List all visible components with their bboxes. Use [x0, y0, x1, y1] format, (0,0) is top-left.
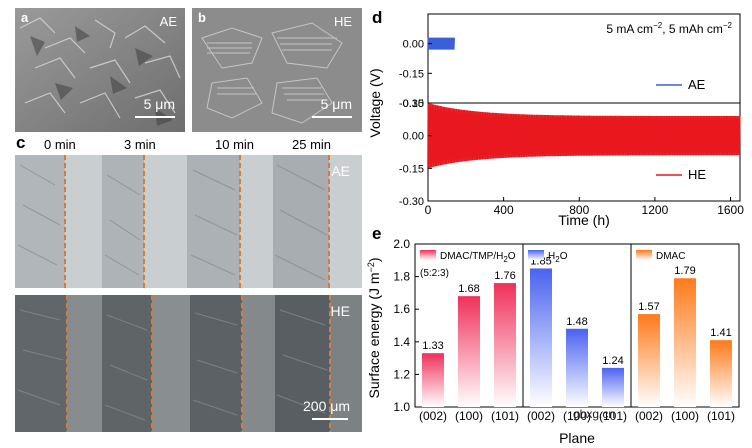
bar-value-label: 1.48	[566, 316, 587, 328]
he-trace-line	[427, 102, 741, 169]
watermark-text: gbxg.cn	[573, 407, 616, 421]
bar-value-label: 1.57	[638, 301, 659, 313]
panel-b-scale-label: 5 μm	[320, 96, 352, 112]
panel-c-tag-he: HE	[330, 303, 350, 319]
panel-letter-c: c	[16, 133, 26, 152]
legend-label: DMAC/TMP/H2O	[440, 251, 516, 264]
sem-image-he: b HE 5 μm	[192, 8, 362, 132]
panel-b-scale-bar	[312, 116, 352, 118]
d-xtick-label: 800	[569, 203, 589, 217]
e-ytick-label: 1.2	[393, 367, 410, 381]
e-category-label: (100)	[455, 409, 483, 423]
d-y-axis-label: Voltage (V)	[367, 68, 383, 137]
surface-energy-chart: 1.33(002)1.68(100)1.76(101)1.85(002)1.48…	[366, 237, 740, 446]
e-category-label: (101)	[491, 409, 519, 423]
d-ytick-label: 0.00	[403, 131, 424, 143]
condition-annotation: 5 mA cm−2, 5 mAh cm−2	[606, 21, 732, 36]
e-category-label: (002)	[419, 409, 447, 423]
time-label-0: 0 min	[44, 137, 76, 152]
e-ytick-label: 2.0	[393, 237, 410, 251]
panel-letter-a: a	[21, 10, 29, 25]
bar-dmac-002	[638, 314, 660, 407]
panel-a-tag: AE	[159, 14, 177, 29]
voltage-chart: 0.00 -0.15 -0.30 0.15 0.00 -0.15 -0.30 0 400 80…	[367, 13, 744, 228]
bar-h2o-002	[530, 268, 552, 407]
bar-value-label: 1.68	[458, 283, 479, 295]
panel-c-scale-bar	[312, 418, 348, 420]
panel-c-scale-label: 200 μm	[303, 398, 350, 414]
bar-value-label: 1.41	[710, 327, 731, 339]
bar-dmac-tmp-h2o-101	[494, 283, 516, 407]
sem-image-ae: a AE 5 μm	[15, 8, 185, 132]
bar-h2o-100	[566, 328, 588, 407]
e-category-label: (101)	[599, 409, 627, 423]
e-category-label: (100)	[563, 409, 591, 423]
e-category-label: (101)	[707, 409, 735, 423]
optical-image-he: HE 200 μm	[15, 295, 362, 432]
optical-image-ae: AE	[15, 155, 362, 288]
d-xtick-label: 400	[494, 203, 514, 217]
bar-value-label: 1.76	[494, 270, 515, 282]
e-ytick-label: 1.8	[393, 270, 410, 284]
time-label-3: 25 min	[292, 137, 332, 152]
d-ytick-label: -0.15	[399, 68, 424, 80]
e-x-axis-label: Plane	[559, 430, 595, 446]
panel-a-scale-bar	[135, 116, 175, 118]
e-category-label: (002)	[527, 409, 555, 423]
legend-label-ae: AE	[688, 77, 706, 92]
panel-c-tag-ae: AE	[331, 163, 350, 179]
e-category-label: (002)	[635, 409, 663, 423]
bar-value-label: 1.33	[422, 340, 443, 352]
d-x-axis-label: Time (h)	[558, 212, 610, 228]
d-ytick-label: -0.30	[399, 98, 424, 110]
legend-label: H2O	[548, 251, 568, 264]
bar-dmac-tmp-h2o-100	[458, 296, 480, 407]
legend-swatch	[528, 250, 544, 260]
e-ytick-label: 1.6	[393, 302, 410, 316]
d-ytick-label: 0.00	[403, 39, 424, 51]
d-ytick-label: -0.15	[399, 163, 424, 175]
d-ytick-label: -0.30	[399, 196, 424, 208]
time-label-2: 10 min	[215, 137, 255, 152]
legend-swatch	[420, 250, 436, 260]
legend-sublabel: (5:2:3)	[420, 268, 449, 279]
e-ytick-label: 1.4	[393, 335, 410, 349]
bar-dmac-tmp-h2o-002	[422, 353, 444, 407]
e-ytick-label: 1.0	[393, 400, 410, 414]
panel-a-scale-label: 5 μm	[143, 96, 175, 112]
ae-trace-line	[427, 37, 455, 50]
e-category-label: (100)	[671, 409, 699, 423]
bar-value-label: 1.79	[674, 265, 695, 277]
panel-b-tag: HE	[333, 14, 352, 29]
ae-voltage-trace	[427, 37, 455, 50]
panel-letter-b: b	[198, 10, 206, 25]
bar-value-label: 1.24	[602, 355, 623, 367]
he-voltage-trace	[427, 102, 741, 169]
panel-letter-e: e	[372, 224, 382, 243]
legend-label: DMAC	[656, 251, 685, 262]
d-ytick-label: 0.15	[403, 98, 424, 110]
d-xtick-label: 1600	[717, 203, 744, 217]
legend-label-he: HE	[688, 167, 706, 182]
bar-dmac-101	[710, 340, 732, 407]
bar-h2o-101	[602, 367, 624, 407]
panel-letter-d: d	[372, 8, 383, 27]
legend-swatch	[636, 250, 652, 260]
time-label-1: 3 min	[124, 137, 156, 152]
d-xtick-label: 1200	[642, 203, 669, 217]
e-y-axis-label: Surface energy (J m−2)	[366, 258, 382, 399]
d-xtick-label: 0	[425, 203, 432, 217]
bar-dmac-100	[674, 278, 696, 407]
